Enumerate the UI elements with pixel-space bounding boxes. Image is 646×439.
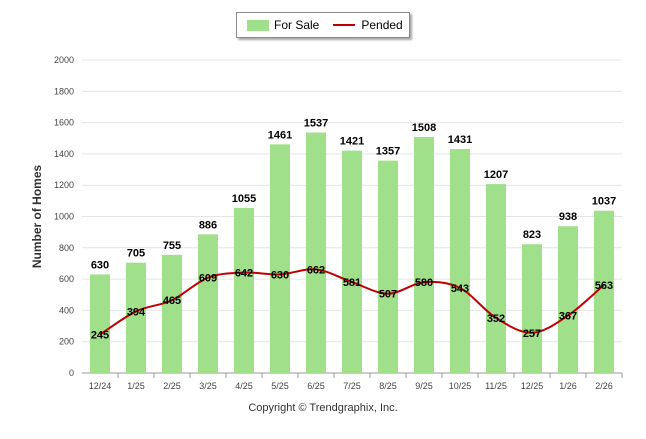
- line-value-label: 662: [307, 264, 325, 276]
- bar-value-label: 938: [559, 211, 577, 223]
- bar-value-label: 1431: [448, 134, 472, 146]
- bar-for-sale: [522, 244, 542, 373]
- bar-for-sale: [234, 207, 254, 373]
- bar-for-sale: [342, 150, 362, 373]
- x-tick-label: 8/25: [379, 381, 397, 391]
- bar-value-label: 630: [91, 259, 109, 271]
- x-tick-label: 12/24: [89, 381, 112, 391]
- line-value-label: 352: [487, 313, 505, 325]
- chart-legend: For Sale Pended: [236, 12, 410, 38]
- x-tick-label: 6/25: [307, 381, 325, 391]
- line-value-label: 580: [415, 277, 433, 289]
- copyright-text: Copyright © Trendgraphix, Inc.: [248, 402, 398, 414]
- y-axis-title: Number of Homes: [30, 165, 44, 269]
- x-tick-label: 9/25: [415, 381, 433, 391]
- bar-value-label: 705: [127, 248, 145, 260]
- bar-for-sale: [378, 160, 398, 373]
- y-tick-label: 2000: [54, 55, 74, 65]
- bar-for-sale: [126, 262, 146, 373]
- line-value-label: 543: [451, 283, 469, 295]
- line-value-label: 257: [523, 328, 541, 340]
- x-tick-label: 11/25: [485, 381, 507, 391]
- bar-for-sale: [306, 132, 326, 373]
- x-tick-label: 1/26: [559, 381, 577, 391]
- line-value-label: 630: [271, 269, 289, 281]
- x-tick-label: 2/25: [163, 381, 181, 391]
- x-tick-label: 2/26: [595, 381, 613, 391]
- line-value-label: 581: [343, 277, 361, 289]
- bar-value-label: 823: [523, 229, 541, 241]
- bar-for-sale: [486, 184, 506, 373]
- x-tick-label: 7/25: [343, 381, 361, 391]
- bar-for-sale: [450, 149, 470, 373]
- bar-for-sale: [558, 226, 578, 373]
- bar-value-label: 1037: [592, 196, 616, 208]
- bar-for-sale: [90, 274, 110, 373]
- y-tick-label: 1600: [54, 118, 74, 128]
- bar-for-sale: [270, 144, 290, 373]
- x-tick-label: 10/25: [449, 381, 472, 391]
- legend-label-for-sale: For Sale: [274, 18, 320, 32]
- bar-value-label: 1461: [268, 129, 292, 141]
- x-tick-label: 4/25: [235, 381, 253, 391]
- legend-item-for-sale[interactable]: For Sale: [237, 18, 319, 32]
- bar-for-sale: [198, 234, 218, 373]
- bar-value-label: 886: [199, 219, 217, 231]
- x-tick-label: 3/25: [199, 381, 217, 391]
- x-tick-label: 1/25: [127, 381, 145, 391]
- line-value-label: 245: [91, 330, 109, 342]
- y-tick-label: 0: [69, 368, 74, 378]
- line-value-label: 563: [595, 280, 613, 292]
- bar-value-label: 1357: [376, 146, 400, 158]
- bar-value-label: 1055: [232, 193, 256, 205]
- legend-label-pended: Pended: [361, 18, 403, 32]
- bar-value-label: 1207: [484, 169, 508, 181]
- legend-swatch-pended: [333, 24, 356, 26]
- bar-for-sale: [594, 210, 614, 373]
- line-value-label: 394: [127, 306, 146, 318]
- line-value-label: 642: [235, 268, 253, 280]
- y-tick-label: 1800: [54, 86, 74, 96]
- y-tick-label: 400: [59, 305, 74, 315]
- y-tick-label: 1400: [54, 149, 74, 159]
- y-tick-label: 1000: [54, 212, 74, 222]
- legend-item-pended[interactable]: Pended: [319, 18, 403, 32]
- y-tick-label: 600: [59, 274, 74, 284]
- line-value-label: 609: [199, 273, 217, 285]
- line-pended: [99, 268, 605, 336]
- bar-value-label: 1508: [412, 122, 436, 134]
- x-tick-label: 12/25: [521, 381, 544, 391]
- y-tick-label: 1200: [54, 180, 74, 190]
- bar-value-label: 1421: [340, 136, 364, 148]
- bar-value-label: 1537: [304, 117, 328, 129]
- y-tick-label: 200: [59, 337, 74, 347]
- bar-for-sale: [162, 254, 182, 373]
- bar-value-label: 755: [163, 240, 181, 252]
- line-value-label: 465: [163, 295, 181, 307]
- line-value-label: 367: [559, 311, 577, 323]
- y-tick-label: 800: [59, 243, 74, 253]
- x-tick-label: 5/25: [271, 381, 289, 391]
- line-value-label: 507: [379, 289, 397, 301]
- bar-for-sale: [414, 136, 434, 373]
- legend-swatch-for-sale: [247, 19, 269, 31]
